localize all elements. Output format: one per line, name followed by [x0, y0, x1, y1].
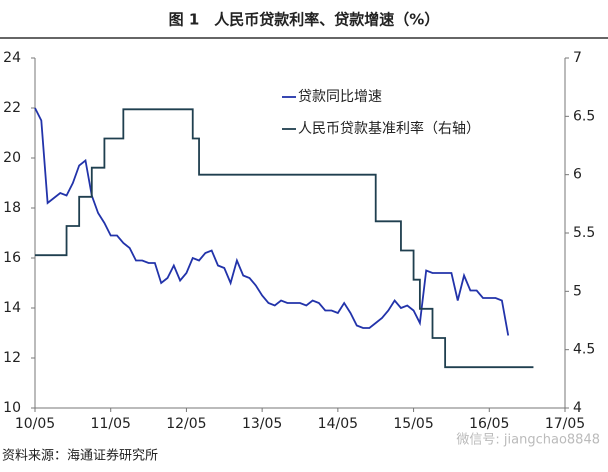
- y2-tick-label: 6: [573, 167, 582, 183]
- x-tick-label: 15/05: [393, 416, 433, 432]
- y-tick-label: 18: [3, 200, 21, 216]
- legend-label: 人民币贷款基准利率（右轴）: [298, 120, 480, 137]
- y2-tick-label: 7: [573, 50, 582, 66]
- y-tick-label: 24: [3, 50, 21, 66]
- x-tick-label: 11/05: [91, 416, 131, 432]
- y2-tick-label: 5.5: [573, 225, 595, 241]
- x-tick-label: 14/05: [318, 416, 358, 432]
- y-tick-label: 14: [3, 300, 21, 316]
- x-tick-label: 17/05: [545, 416, 585, 432]
- y2-tick-label: 5: [573, 283, 582, 299]
- x-tick-label: 13/05: [242, 416, 282, 432]
- legend-label: 贷款同比增速: [298, 89, 382, 105]
- x-tick-label: 12/05: [166, 416, 206, 432]
- x-tick-label: 16/05: [469, 416, 509, 432]
- y-tick-label: 10: [3, 400, 21, 416]
- y-tick-label: 12: [3, 350, 21, 366]
- source-note: 资料来源：海通证券研究所: [2, 448, 158, 464]
- y-tick-label: 22: [3, 100, 21, 116]
- x-tick-label: 10/05: [15, 416, 55, 432]
- y2-tick-label: 4.5: [573, 342, 595, 358]
- y2-tick-label: 6.5: [573, 108, 595, 124]
- series-line: [35, 108, 534, 369]
- watermark: 微信号: jiangchao8848: [456, 433, 600, 448]
- y2-tick-label: 4: [573, 400, 582, 416]
- y-tick-label: 16: [3, 250, 21, 266]
- chart-title: 图 1 人民币贷款利率、贷款增速（%）: [169, 11, 440, 29]
- series-line: [34, 107, 510, 336]
- y-tick-label: 20: [3, 150, 21, 166]
